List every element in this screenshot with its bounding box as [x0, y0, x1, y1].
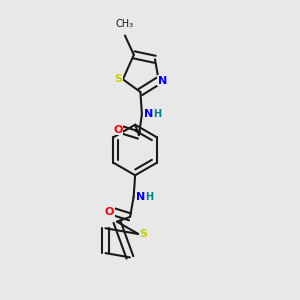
Text: H: H: [154, 109, 162, 119]
Text: N: N: [136, 192, 145, 202]
Text: N: N: [158, 76, 167, 85]
Text: S: S: [115, 74, 122, 84]
Text: CH₃: CH₃: [116, 19, 134, 29]
Text: S: S: [139, 229, 147, 239]
Text: O: O: [105, 206, 114, 217]
Text: H: H: [145, 192, 154, 202]
Text: N: N: [144, 109, 153, 119]
Text: O: O: [113, 125, 123, 135]
